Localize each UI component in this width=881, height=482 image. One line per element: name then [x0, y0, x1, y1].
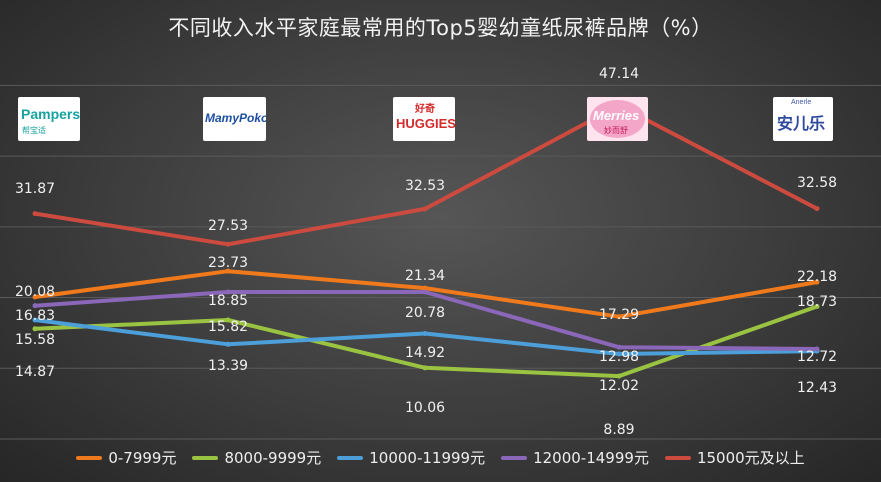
- data-label: 32.58: [797, 175, 837, 191]
- anerle-logo: Anerle 安儿乐: [773, 97, 833, 141]
- mamypoko-logo: MamyPoko: [203, 97, 266, 141]
- data-point: [225, 268, 231, 274]
- merries-logo-subtext: 妙而舒: [604, 126, 628, 135]
- legend-label: 15000元及以上: [696, 449, 805, 467]
- line-chart: 31.87 27.53 32.53 47.14 32.58 20.08 23.73 21.34…: [0, 66, 881, 440]
- legend-label: 0-7999元: [108, 449, 177, 467]
- legend-label: 12000-14999元: [533, 449, 649, 467]
- legend-label: 8000-9999元: [224, 449, 322, 467]
- data-point: [814, 206, 820, 212]
- data-label: 12.43: [797, 380, 837, 396]
- data-label: 18.73: [797, 294, 837, 310]
- data-label: 8.89: [603, 422, 634, 438]
- legend-label: 10000-11999元: [369, 449, 486, 467]
- data-point: [422, 330, 428, 336]
- legend-item[interactable]: 8000-9999元: [192, 447, 321, 468]
- data-point: [225, 289, 231, 295]
- data-point: [814, 279, 820, 285]
- data-point: [616, 314, 622, 320]
- data-point: [32, 211, 38, 217]
- legend-item[interactable]: 0-7999元: [76, 447, 176, 468]
- data-label: 47.14: [599, 66, 639, 82]
- pampers-logo-subtext: 帮宝适: [22, 126, 46, 135]
- data-point: [32, 326, 38, 332]
- data-label: 27.53: [208, 218, 248, 234]
- data-point: [32, 294, 38, 300]
- data-point: [225, 317, 231, 323]
- data-label: 16.83: [15, 308, 55, 324]
- data-label: 12.02: [599, 378, 639, 394]
- data-point: [32, 317, 38, 323]
- data-point: [422, 206, 428, 212]
- huggies-logo-subtext: 好奇: [415, 104, 435, 115]
- data-label: 15.58: [15, 332, 55, 348]
- data-label: 32.53: [405, 178, 445, 194]
- data-label: 15.82: [208, 319, 248, 335]
- data-point: [225, 341, 231, 347]
- data-label: 21.34: [405, 268, 445, 284]
- data-point: [422, 289, 428, 295]
- legend-swatch: [664, 455, 691, 460]
- data-label: 20.08: [15, 284, 55, 300]
- data-label: 18.85: [208, 293, 248, 309]
- data-point: [814, 304, 820, 310]
- legend-item[interactable]: 10000-11999元: [337, 447, 485, 468]
- data-point: [814, 346, 820, 352]
- data-label: 13.39: [208, 358, 248, 374]
- pampers-logo: Pampers 帮宝适: [18, 97, 80, 141]
- data-point: [616, 344, 622, 350]
- merries-logo-text: Merries: [593, 108, 640, 123]
- data-label: 23.73: [208, 255, 248, 271]
- data-label: 31.87: [15, 181, 55, 197]
- data-point: [422, 285, 428, 291]
- anerle-logo-text: 安儿乐: [777, 114, 826, 133]
- data-point: [616, 351, 622, 357]
- data-label: 12.72: [797, 349, 837, 365]
- data-point: [225, 241, 231, 247]
- data-point: [422, 365, 428, 371]
- pampers-logo-text: Pampers: [21, 106, 80, 122]
- huggies-logo-text: HUGGIES: [396, 116, 455, 131]
- data-label: 14.92: [405, 345, 445, 361]
- data-point: [32, 303, 38, 309]
- merries-logo-badge: [590, 100, 645, 138]
- legend-swatch: [501, 455, 528, 460]
- legend-swatch: [76, 455, 103, 460]
- legend-item[interactable]: 15000元及以上: [664, 447, 805, 468]
- anerle-logo-subtext: Anerle: [791, 99, 812, 106]
- legend-swatch: [192, 455, 219, 460]
- chart-title: 不同收入水平家庭最常用的Top5婴幼童纸尿裤品牌（%）: [168, 16, 713, 40]
- mamypoko-logo-text: MamyPoko: [205, 111, 266, 125]
- data-label: 12.98: [599, 349, 639, 365]
- data-label: 10.06: [405, 400, 445, 416]
- data-point: [616, 373, 622, 379]
- data-label: 17.29: [599, 307, 639, 323]
- legend-swatch: [337, 455, 364, 460]
- merries-logo: Merries 妙而舒: [587, 97, 648, 141]
- data-label: 14.87: [15, 364, 55, 380]
- chart-legend: 0-7999元 8000-9999元 10000-11999元 12000-14…: [0, 447, 881, 468]
- legend-item[interactable]: 12000-14999元: [501, 447, 649, 468]
- huggies-logo: 好奇 HUGGIES: [393, 97, 455, 141]
- data-label: 20.78: [405, 305, 445, 321]
- data-label: 22.18: [797, 269, 837, 285]
